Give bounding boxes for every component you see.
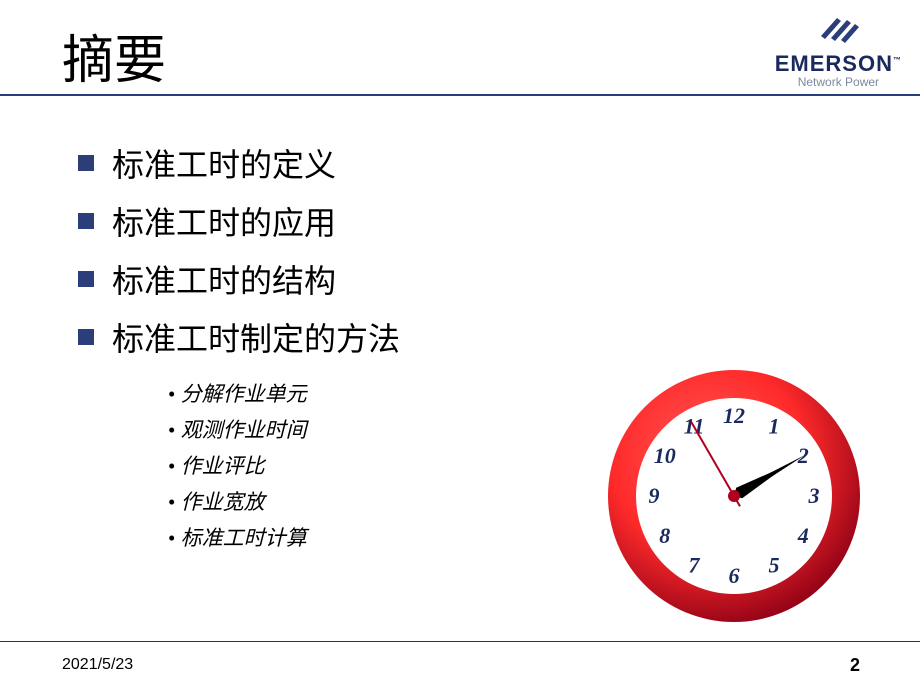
emerson-logo: EMERSON™ Network Power <box>775 14 902 89</box>
svg-text:8: 8 <box>659 523 670 548</box>
svg-text:9: 9 <box>649 483 660 508</box>
content-area: 标准工时的定义 标准工时的应用 标准工时的结构 标准工时制定的方法 分解作业单元… <box>78 140 400 558</box>
svg-text:12: 12 <box>723 403 745 428</box>
sub-list-item: 作业评比 <box>168 450 400 480</box>
logo-text: EMERSON™ <box>775 51 902 77</box>
title-divider <box>0 94 920 96</box>
logo-tm: ™ <box>893 56 902 65</box>
list-item-text: 标准工时的结构 <box>112 256 336 302</box>
svg-text:2: 2 <box>797 443 809 468</box>
footer-page-number: 2 <box>850 655 860 676</box>
list-item-text: 标准工时制定的方法 <box>112 314 400 360</box>
bullet-icon <box>78 329 94 345</box>
logo-subtitle: Network Power <box>775 75 902 89</box>
footer-date: 2021/5/23 <box>62 656 133 674</box>
logo-name: EMERSON <box>775 51 893 76</box>
sub-list-item: 作业宽放 <box>168 486 400 516</box>
list-item-text: 标准工时的应用 <box>112 198 336 244</box>
bullet-icon <box>78 155 94 171</box>
sub-list: 分解作业单元 观测作业时间 作业评比 作业宽放 标准工时计算 <box>168 378 400 552</box>
list-item: 标准工时制定的方法 <box>78 314 400 360</box>
svg-text:4: 4 <box>797 523 809 548</box>
clock-icon: 121234567891011 <box>604 366 864 626</box>
page-title: 摘要 <box>62 18 166 93</box>
svg-text:3: 3 <box>808 483 820 508</box>
bullet-icon <box>78 271 94 287</box>
sub-list-item: 观测作业时间 <box>168 414 400 444</box>
list-item: 标准工时的定义 <box>78 140 400 186</box>
bullet-icon <box>78 213 94 229</box>
footer-divider <box>0 641 920 642</box>
sub-list-item: 分解作业单元 <box>168 378 400 408</box>
list-item: 标准工时的应用 <box>78 198 400 244</box>
list-item-text: 标准工时的定义 <box>112 140 336 186</box>
logo-mark-icon <box>817 14 859 44</box>
svg-text:10: 10 <box>654 443 676 468</box>
slide: 摘要 EMERSON™ Network Power 标准工时的定义 标准工时的应… <box>0 0 920 690</box>
svg-text:5: 5 <box>769 552 780 577</box>
svg-text:6: 6 <box>729 563 740 588</box>
list-item: 标准工时的结构 <box>78 256 400 302</box>
sub-list-item: 标准工时计算 <box>168 522 400 552</box>
main-list: 标准工时的定义 标准工时的应用 标准工时的结构 标准工时制定的方法 <box>78 140 400 360</box>
title-area: 摘要 <box>62 18 166 93</box>
svg-text:7: 7 <box>689 552 701 577</box>
svg-text:1: 1 <box>769 414 780 439</box>
